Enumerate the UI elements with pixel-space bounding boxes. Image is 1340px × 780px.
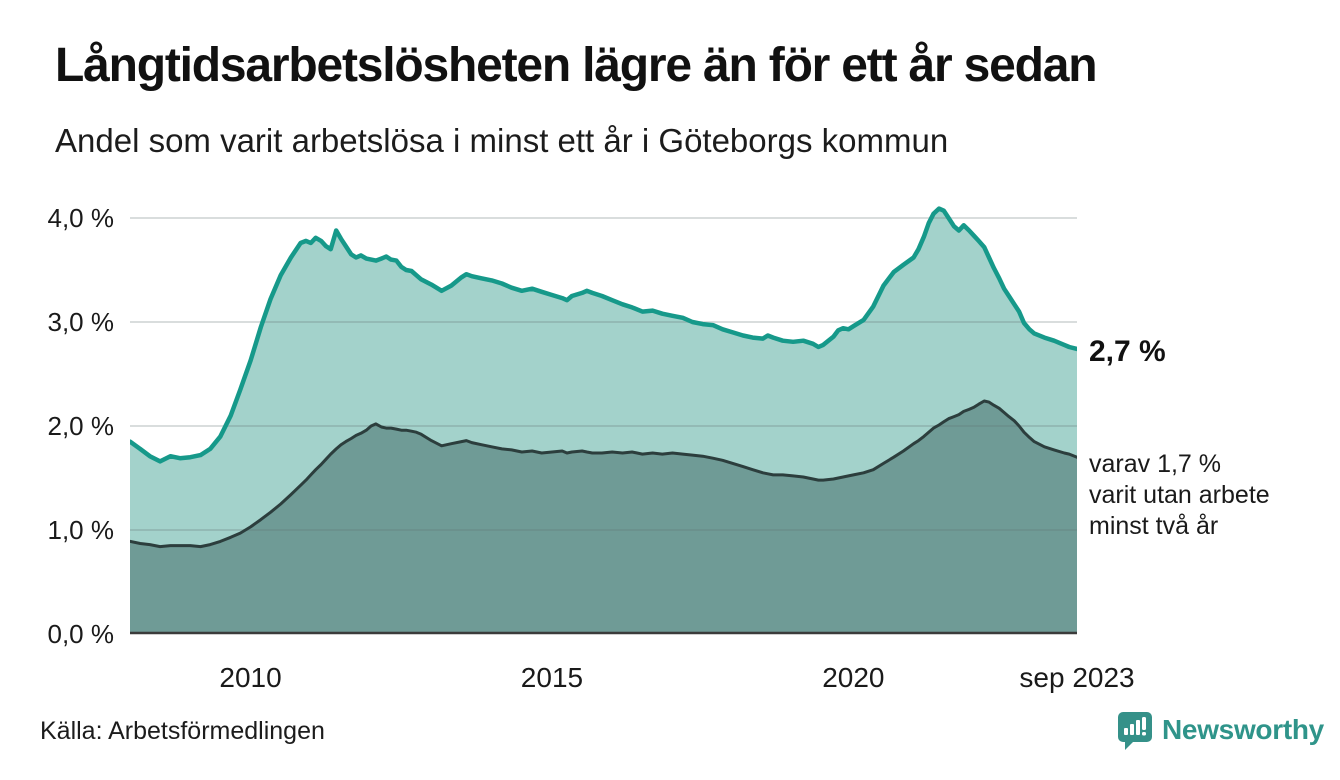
y-axis-label: 2,0 % (47, 411, 115, 441)
chart-title: Långtidsarbetslösheten lägre än för ett … (55, 39, 1098, 92)
newsworthy-wordmark: Newsworthy (1162, 714, 1324, 745)
y-axis-label: 1,0 % (47, 515, 115, 545)
x-axis-label: sep 2023 (1019, 662, 1135, 693)
x-axis-label: 2015 (520, 662, 584, 693)
y-axis-label: 4,0 % (47, 203, 115, 233)
x-axis-label: 2020 (822, 662, 885, 693)
latest-detail-label: varav 1,7 % varit utan arbete minst två … (1089, 450, 1270, 540)
source-note: Källa: Arbetsförmedlingen (40, 717, 325, 745)
latest-value-label: 2,7 % (1089, 335, 1166, 368)
chart-subtitle: Andel som varit arbetslösa i minst ett å… (55, 122, 949, 159)
newsworthy-logo: Newsworthy (1116, 708, 1324, 752)
y-axis-label: 3,0 % (47, 307, 115, 337)
area-chart-plot (130, 206, 1077, 635)
y-axis-label: 0,0 % (47, 619, 115, 649)
x-axis-label: 2010 (219, 662, 282, 693)
newsworthy-bubble-chart-icon (1118, 712, 1152, 750)
